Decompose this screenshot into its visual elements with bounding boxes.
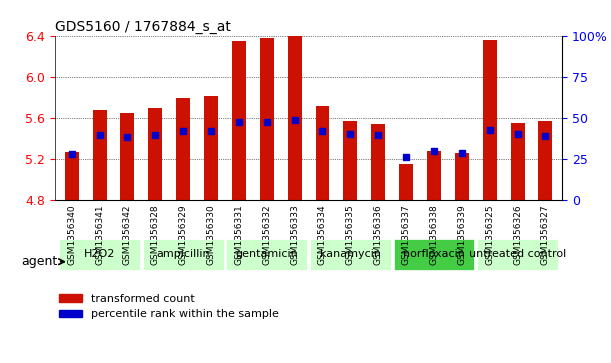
Bar [310,239,391,270]
Bar [93,110,106,200]
Bar [427,151,441,200]
Bar [343,121,357,200]
Bar [260,38,274,200]
Bar [393,239,474,270]
Bar [538,121,552,200]
Bar [176,98,190,200]
Bar [148,108,163,200]
Bar [232,41,246,200]
Bar [120,113,134,200]
Text: agent: agent [21,255,58,268]
Bar [371,124,385,200]
Text: kanamycin: kanamycin [320,249,381,260]
Text: H2O2: H2O2 [84,249,115,260]
Bar [204,95,218,200]
Text: ampicillin: ampicillin [156,249,210,260]
Bar [455,153,469,200]
Bar [59,239,140,270]
Bar [226,239,307,270]
Bar [477,239,558,270]
Bar [511,123,524,200]
Bar [65,152,79,200]
Legend: transformed count, percentile rank within the sample: transformed count, percentile rank withi… [55,290,283,324]
Text: gentamicin: gentamicin [235,249,298,260]
Text: GDS5160 / 1767884_s_at: GDS5160 / 1767884_s_at [55,20,231,34]
Bar [399,164,413,200]
Bar [143,239,224,270]
Text: untreated control: untreated control [469,249,566,260]
Bar [483,40,497,200]
Text: norfloxacin: norfloxacin [403,249,465,260]
Bar [288,34,302,200]
Bar [315,106,329,200]
